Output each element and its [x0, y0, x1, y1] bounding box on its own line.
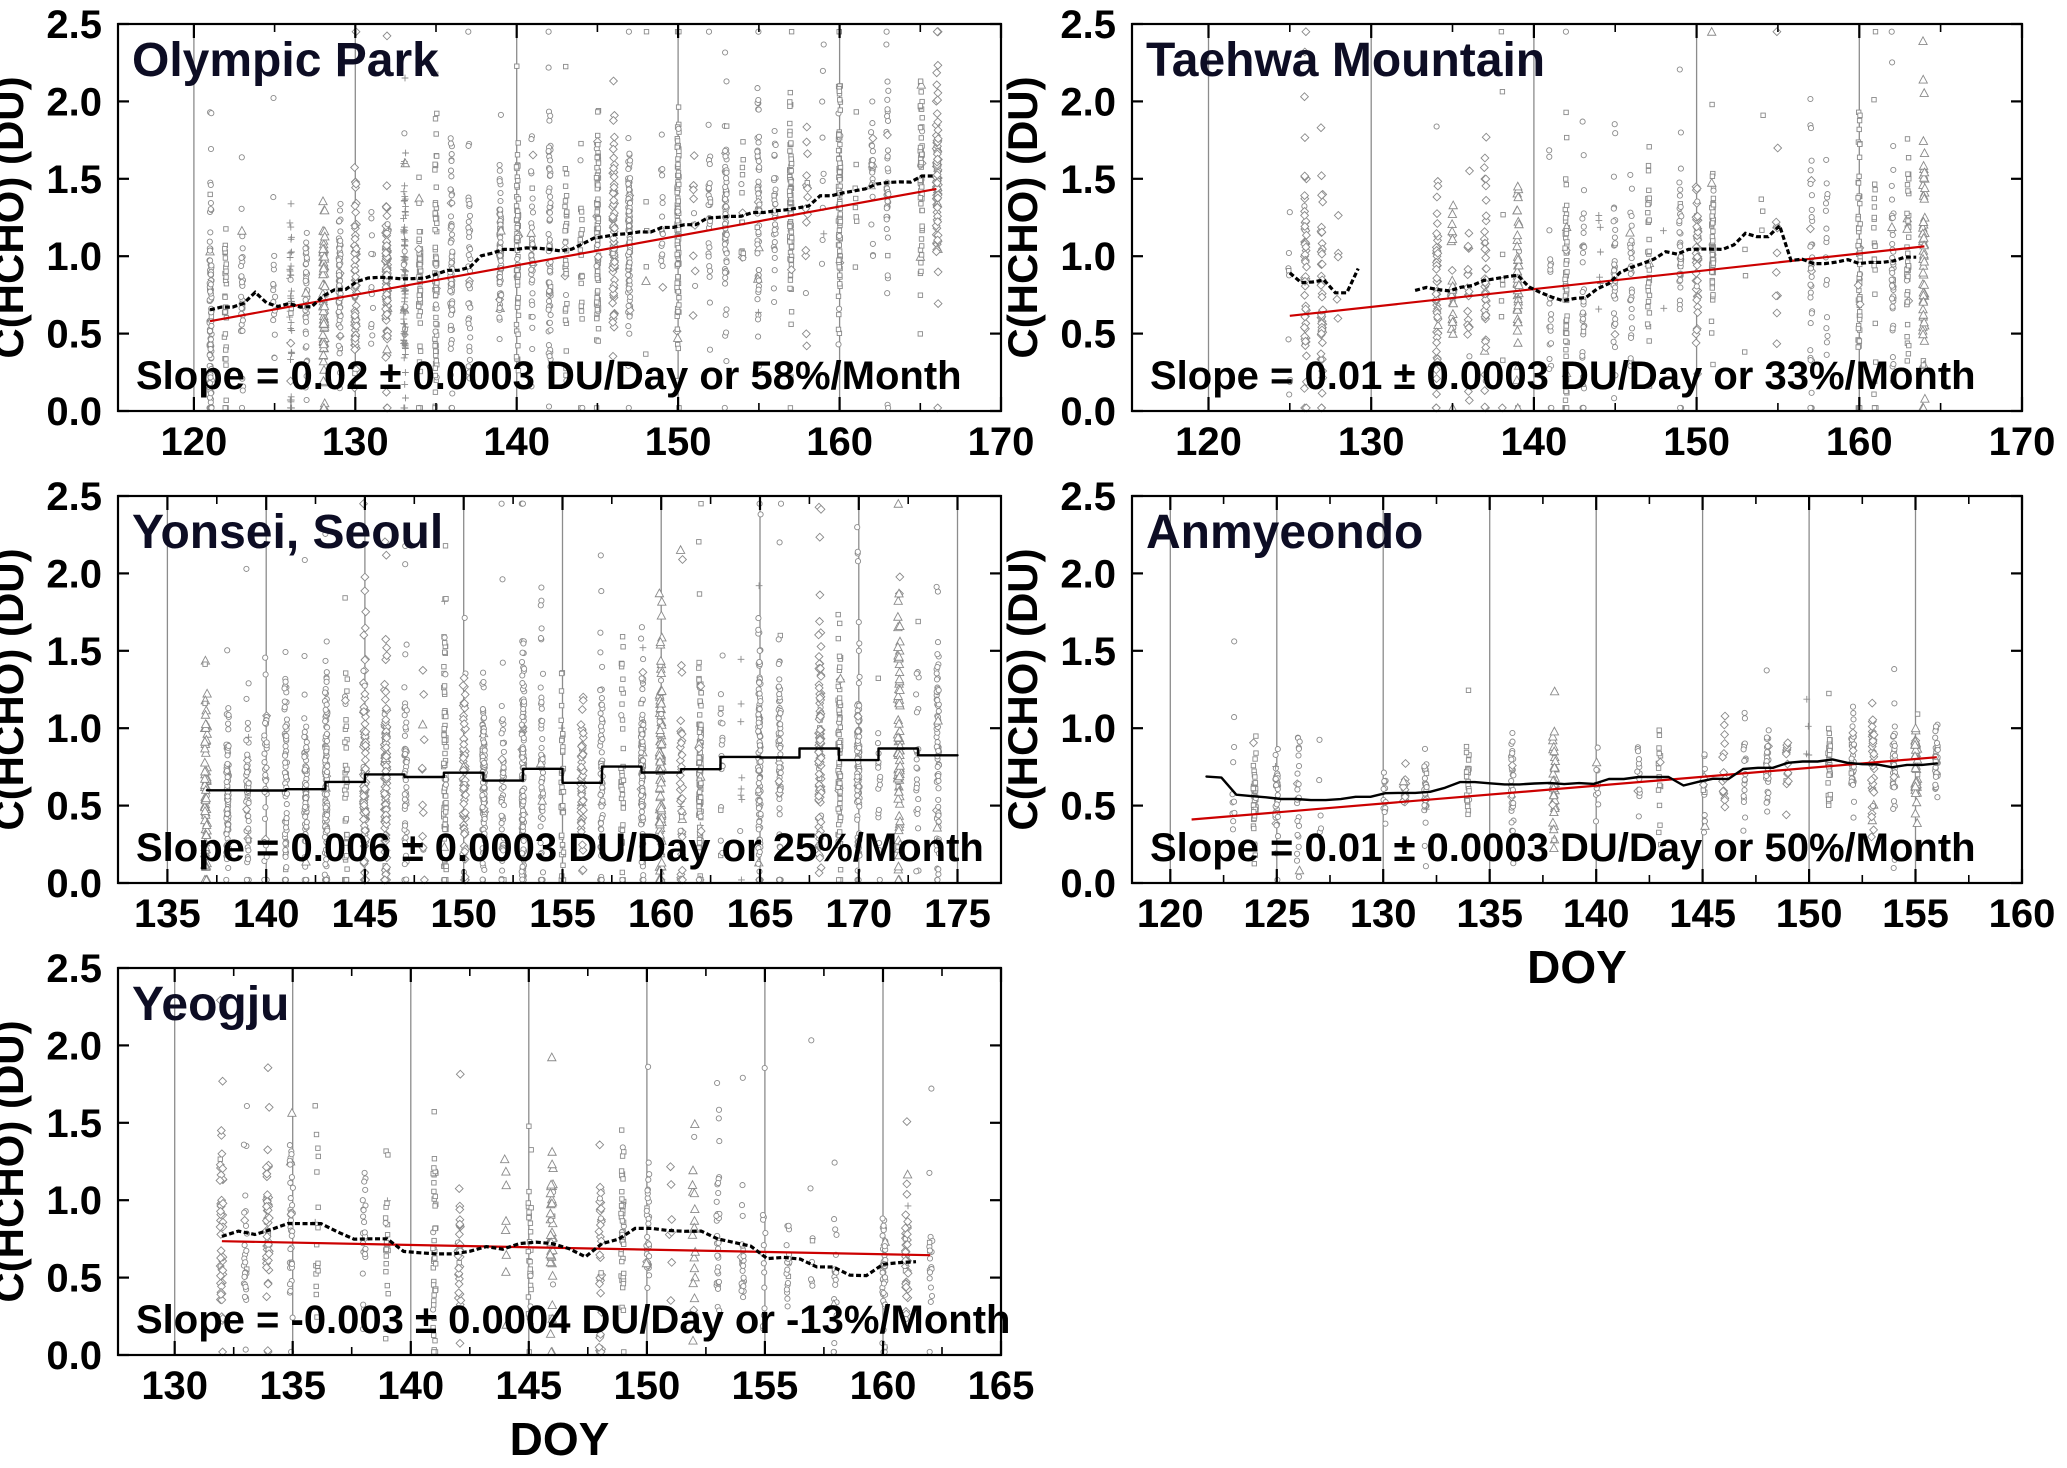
svg-text:1.5: 1.5: [46, 630, 102, 674]
svg-text:1.0: 1.0: [46, 707, 102, 751]
svg-text:155: 155: [1882, 892, 1949, 936]
svg-text:165: 165: [727, 892, 794, 936]
svg-text:160: 160: [806, 420, 873, 464]
svg-text:145: 145: [332, 892, 399, 936]
svg-text:170: 170: [825, 892, 892, 936]
svg-text:120: 120: [1137, 892, 1204, 936]
svg-text:150: 150: [645, 420, 712, 464]
svg-text:150: 150: [614, 1364, 681, 1408]
svg-text:C(HCHO) (DU): C(HCHO) (DU): [999, 548, 1046, 830]
svg-text:Yeogju: Yeogju: [132, 978, 289, 1031]
svg-text:2.0: 2.0: [1060, 80, 1116, 124]
svg-text:C(HCHO) (DU): C(HCHO) (DU): [0, 548, 32, 830]
svg-text:0.0: 0.0: [1060, 862, 1116, 906]
svg-text:1.5: 1.5: [46, 158, 102, 202]
svg-text:1.5: 1.5: [1060, 630, 1116, 674]
svg-text:0.5: 0.5: [46, 313, 102, 357]
svg-text:0.5: 0.5: [1060, 785, 1116, 829]
svg-text:170: 170: [1989, 420, 2056, 464]
svg-text:2.0: 2.0: [46, 552, 102, 596]
svg-text:165: 165: [968, 1364, 1035, 1408]
svg-text:0.5: 0.5: [46, 1257, 102, 1301]
svg-text:135: 135: [134, 892, 201, 936]
svg-text:2.0: 2.0: [46, 80, 102, 124]
svg-text:150: 150: [1663, 420, 1730, 464]
svg-text:160: 160: [628, 892, 695, 936]
svg-text:130: 130: [1338, 420, 1405, 464]
svg-text:Slope = -0.003 ± 0.0004 DU/Day: Slope = -0.003 ± 0.0004 DU/Day or -13%/M…: [136, 1298, 1010, 1342]
svg-text:130: 130: [1350, 892, 1417, 936]
svg-text:C(HCHO) (DU): C(HCHO) (DU): [0, 1020, 32, 1302]
svg-text:0.0: 0.0: [46, 390, 102, 434]
svg-text:0.5: 0.5: [46, 785, 102, 829]
svg-text:C(HCHO) (DU): C(HCHO) (DU): [0, 76, 32, 358]
svg-text:Olympic Park: Olympic Park: [132, 34, 439, 87]
svg-text:Yonsei, Seoul: Yonsei, Seoul: [132, 506, 443, 559]
svg-text:1.5: 1.5: [1060, 158, 1116, 202]
svg-text:Anmyeondo: Anmyeondo: [1146, 506, 1423, 559]
svg-text:120: 120: [161, 420, 228, 464]
svg-text:2.5: 2.5: [46, 947, 102, 991]
svg-text:1.0: 1.0: [1060, 707, 1116, 751]
svg-text:140: 140: [483, 420, 550, 464]
svg-text:0.0: 0.0: [1060, 390, 1116, 434]
svg-text:160: 160: [1989, 892, 2056, 936]
svg-text:DOY: DOY: [1527, 941, 1627, 993]
svg-text:2.5: 2.5: [46, 3, 102, 47]
svg-text:1.0: 1.0: [46, 235, 102, 279]
svg-text:Taehwa Mountain: Taehwa Mountain: [1146, 34, 1545, 87]
svg-text:1.5: 1.5: [46, 1102, 102, 1146]
svg-text:145: 145: [495, 1364, 562, 1408]
svg-text:2.5: 2.5: [1060, 3, 1116, 47]
svg-text:150: 150: [430, 892, 497, 936]
svg-text:2.0: 2.0: [46, 1024, 102, 1068]
svg-text:140: 140: [233, 892, 300, 936]
svg-text:1.0: 1.0: [46, 1179, 102, 1223]
svg-text:0.5: 0.5: [1060, 313, 1116, 357]
svg-text:140: 140: [377, 1364, 444, 1408]
svg-text:150: 150: [1776, 892, 1843, 936]
svg-text:Slope = 0.01 ± 0.0003 DU/Day: Slope = 0.01 ± 0.0003 DU/Day or 50%/Mont…: [1150, 826, 1976, 870]
svg-text:125: 125: [1243, 892, 1310, 936]
svg-text:155: 155: [732, 1364, 799, 1408]
svg-text:2.5: 2.5: [46, 475, 102, 519]
svg-text:145: 145: [1669, 892, 1736, 936]
svg-text:2.0: 2.0: [1060, 552, 1116, 596]
svg-text:DOY: DOY: [510, 1413, 610, 1463]
svg-text:170: 170: [968, 420, 1035, 464]
svg-text:0.0: 0.0: [46, 862, 102, 906]
svg-text:140: 140: [1501, 420, 1568, 464]
svg-text:Slope = 0.01 ± 0.0003 DU/Day: Slope = 0.01 ± 0.0003 DU/Day or 33%/Mont…: [1150, 354, 1976, 398]
svg-text:175: 175: [924, 892, 991, 936]
svg-text:135: 135: [259, 1364, 326, 1408]
svg-text:130: 130: [322, 420, 389, 464]
svg-text:2.5: 2.5: [1060, 475, 1116, 519]
svg-text:C(HCHO) (DU): C(HCHO) (DU): [999, 76, 1046, 358]
svg-text:0.0: 0.0: [46, 1334, 102, 1378]
svg-text:130: 130: [141, 1364, 208, 1408]
svg-text:140: 140: [1563, 892, 1630, 936]
svg-text:135: 135: [1456, 892, 1523, 936]
svg-text:160: 160: [850, 1364, 917, 1408]
svg-text:1.0: 1.0: [1060, 235, 1116, 279]
svg-text:160: 160: [1826, 420, 1893, 464]
svg-text:Slope = 0.006 ± 0.0003 DU/Day: Slope = 0.006 ± 0.0003 DU/Day or 25%/Mon…: [136, 826, 984, 870]
svg-text:Slope = 0.02 ± 0.0003 DU/Day o: Slope = 0.02 ± 0.0003 DU/Day or 58%/Mont…: [136, 354, 962, 398]
svg-text:120: 120: [1175, 420, 1242, 464]
svg-text:155: 155: [529, 892, 596, 936]
